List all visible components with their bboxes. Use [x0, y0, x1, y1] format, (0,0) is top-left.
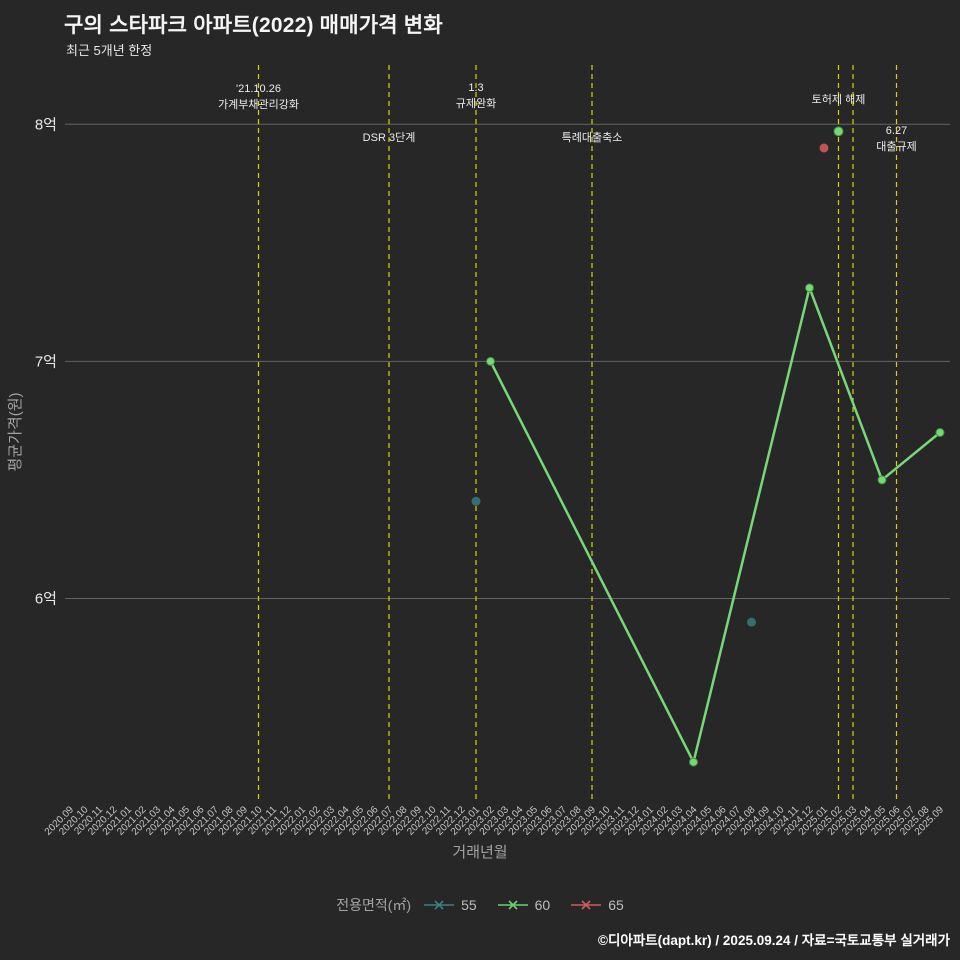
- event-label: 토허제 해제: [812, 92, 866, 106]
- data-point-60: [833, 126, 844, 137]
- legend-marker-x: [434, 900, 444, 910]
- legend-title: 전용면적(㎡): [336, 897, 412, 913]
- data-point-60: [935, 428, 945, 437]
- chart-title: 구의 스타파크 아파트(2022) 매매가격 변화: [64, 14, 443, 37]
- legend-entries: 55 60 65: [423, 897, 624, 913]
- event-label: DSR 3단계: [363, 131, 416, 144]
- credit-line: ©디아파트(dapt.kr) / 2025.09.24 / 자료=국토교통부 실…: [598, 933, 950, 948]
- legend-item-label: 55: [461, 897, 477, 913]
- event-label: 규제완화: [456, 97, 496, 110]
- y-tick-label: 6억: [35, 590, 57, 607]
- series-line-60: [489, 286, 941, 764]
- data-point-55: [471, 496, 481, 506]
- legend-line-x-marker-icon: [424, 900, 455, 910]
- legend-line-x-marker-icon: [497, 900, 528, 910]
- data-point-60: [805, 283, 814, 293]
- event-label: 특례대출축소: [562, 131, 623, 144]
- data-point-65: [819, 143, 829, 153]
- legend-item-label: 65: [608, 897, 624, 913]
- event-label: '21.10.26: [236, 83, 281, 95]
- data-point-60: [877, 475, 887, 485]
- legend-marker-x: [508, 900, 518, 910]
- legend: 전용면적(㎡) 55 60 65: [0, 895, 960, 915]
- event-label: 6.27: [886, 125, 907, 137]
- data-point-60: [689, 757, 698, 767]
- data-point-55: [747, 617, 756, 627]
- legend-item-label: 60: [534, 897, 551, 913]
- legend-item-65: 65: [570, 897, 624, 913]
- legend-line-x-marker-icon: [571, 900, 602, 910]
- y-tick-label: 7억: [35, 353, 57, 370]
- event-label: 가계부채관리강화: [218, 98, 299, 111]
- legend-item-55: 55: [423, 897, 477, 913]
- event-label: 대출규제: [876, 140, 916, 153]
- y-axis-title: 평균가격(원): [7, 393, 24, 472]
- chart-subtitle: 최근 5개년 한정: [66, 43, 153, 58]
- data-point-60: [486, 356, 495, 366]
- x-axis-title: 거래년월: [452, 844, 508, 861]
- y-tick-label: 8억: [35, 116, 57, 133]
- legend-item-60: 60: [497, 897, 551, 913]
- legend-marker-x: [581, 900, 591, 910]
- price-line-chart: 6억 7억 8억 '21.10.26 가계부채관리강화 DSR 3단계 1.3 규제완화특례대…: [7, 65, 950, 838]
- event-label: 1.3: [468, 82, 483, 94]
